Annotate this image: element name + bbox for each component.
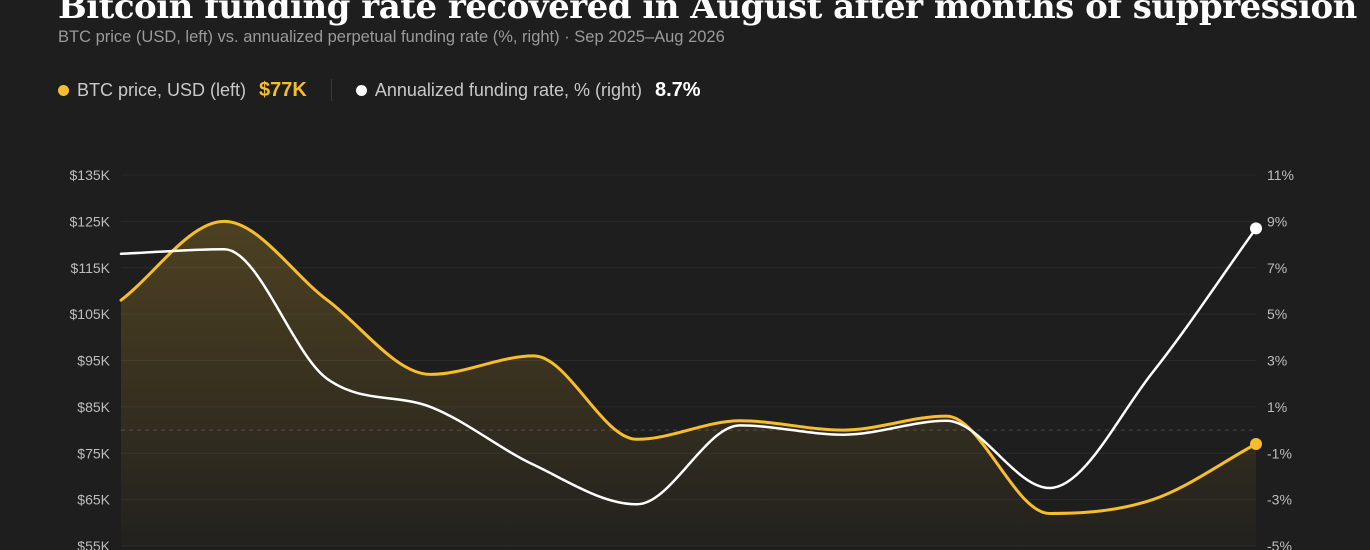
funding-line <box>119 227 1258 506</box>
funding-dot-icon <box>355 84 367 96</box>
right-tick-label: 5% <box>1267 306 1287 322</box>
right-axis: -5% -3% -1% 1% 3% 5% 7% 9% 11% <box>1267 167 1294 550</box>
price-area <box>121 221 1256 546</box>
price-endpoint <box>1250 437 1262 450</box>
funding-endpoint <box>1250 222 1262 235</box>
legend-price-label: BTC price, USD (left) <box>77 79 247 100</box>
series <box>119 219 1262 546</box>
chart-subtitle: BTC price (USD, left) vs. annualized per… <box>58 28 725 46</box>
right-tick-label: 11% <box>1267 167 1294 183</box>
left-tick-label: $115K <box>71 260 111 276</box>
left-axis: $55K $65K $75K $85K $95K $105K $115K $125K $135K <box>70 167 111 550</box>
right-tick-label: -1% <box>1267 445 1292 461</box>
left-tick-label: $85K <box>77 399 110 415</box>
right-tick-label: -3% <box>1267 492 1292 508</box>
legend-funding-label: Annualized funding rate, % (right) <box>374 79 642 100</box>
price-line <box>119 219 1258 515</box>
right-tick-label: 3% <box>1267 353 1287 369</box>
legend-divider <box>330 79 332 101</box>
right-tick-label: 7% <box>1267 260 1287 276</box>
legend: BTC price, USD (left) $77K Annualized fu… <box>58 78 701 102</box>
left-tick-label: $135K <box>70 167 111 183</box>
left-tick-label: $75K <box>77 445 110 461</box>
left-tick-label: $95K <box>77 353 110 369</box>
legend-item-funding: Annualized funding rate, % (right) 8.7% <box>355 78 701 102</box>
left-tick-label: $105K <box>70 306 111 322</box>
right-tick-label: 9% <box>1267 213 1287 229</box>
chart-title: Bitcoin funding rate recovered in August… <box>58 0 1357 27</box>
legend-price-value: $77K <box>259 78 307 101</box>
right-tick-label: -5% <box>1267 538 1292 550</box>
left-tick-label: $65K <box>77 492 110 508</box>
left-tick-label: $125K <box>70 213 111 229</box>
legend-item-price: BTC price, USD (left) $77K <box>58 79 307 102</box>
left-tick-label: $55K <box>77 538 110 550</box>
right-tick-label: 1% <box>1267 399 1287 415</box>
legend-funding-value: 8.7% <box>655 78 701 101</box>
price-dot-icon <box>58 84 69 96</box>
